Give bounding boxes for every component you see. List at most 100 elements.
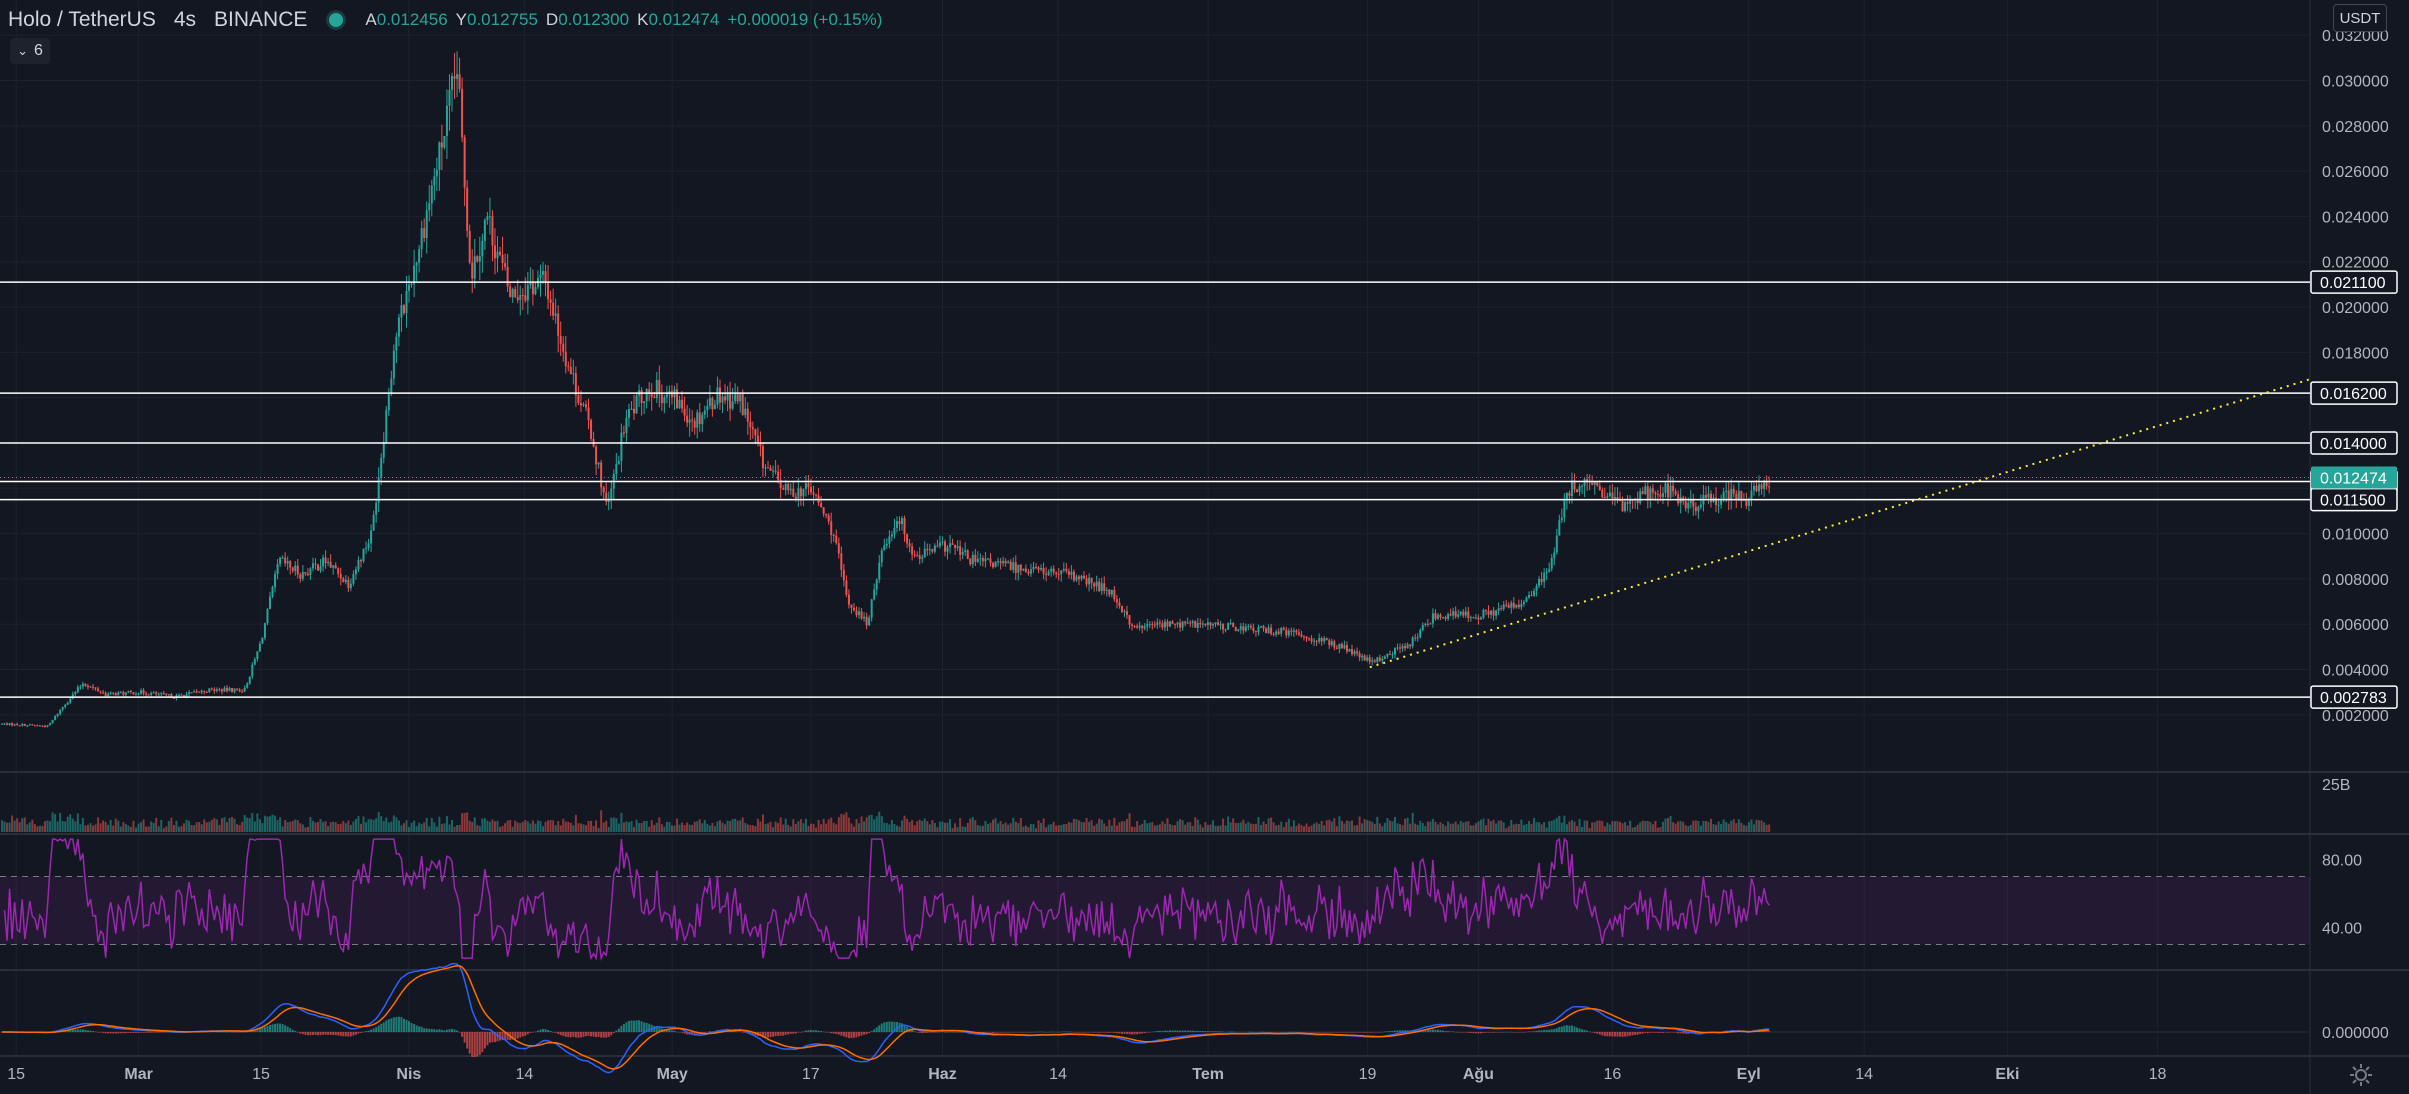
macd-hist-bar xyxy=(600,1032,603,1038)
candle xyxy=(906,534,909,544)
symbol-name[interactable]: Holo / TetherUS xyxy=(8,8,156,31)
volume-bar xyxy=(145,826,148,832)
candle xyxy=(1153,624,1156,626)
macd-hist-bar xyxy=(835,1032,838,1035)
macd-hist-bar xyxy=(253,1029,256,1032)
volume-bar xyxy=(1447,821,1450,832)
macd-hist-bar xyxy=(390,1018,393,1032)
volume-bar xyxy=(509,820,512,832)
volume-bar xyxy=(1717,821,1720,832)
open-value: 0.012456 xyxy=(376,10,448,29)
candle xyxy=(1110,589,1113,595)
macd-hist-bar xyxy=(1596,1032,1599,1034)
volume-bar xyxy=(976,825,979,832)
candle xyxy=(94,687,97,689)
last-price-text: 0.012474 xyxy=(2320,471,2387,488)
macd-hist-bar xyxy=(703,1032,706,1033)
macd-hist-bar xyxy=(559,1032,562,1036)
candle xyxy=(1730,488,1733,501)
time-tick-label: Tem xyxy=(1192,1066,1224,1083)
volume-bar xyxy=(577,823,580,832)
price-tick-label: 0.020000 xyxy=(2322,300,2389,317)
volume-bar xyxy=(1500,820,1503,832)
candle xyxy=(746,408,749,422)
candle xyxy=(463,137,466,188)
currency-button[interactable]: USDT xyxy=(2333,4,2387,32)
macd-hist-bar xyxy=(504,1032,507,1040)
macd-hist-bar xyxy=(76,1029,79,1032)
macd-hist-bar xyxy=(268,1024,271,1032)
timeframe-label[interactable]: 4s xyxy=(173,8,197,31)
candle xyxy=(1034,566,1037,568)
candle xyxy=(223,687,226,692)
candle xyxy=(1351,649,1354,655)
volume-bar xyxy=(1626,825,1629,832)
candle xyxy=(1444,617,1447,619)
candle xyxy=(1727,490,1730,501)
volume-bar xyxy=(724,824,727,832)
volume-bar xyxy=(890,820,893,832)
volume-bar xyxy=(172,825,175,832)
candle xyxy=(852,607,855,611)
macd-hist-bar xyxy=(246,1031,249,1033)
volume-bar xyxy=(1368,820,1371,832)
volume-bar xyxy=(193,825,196,832)
candle xyxy=(1396,647,1399,649)
macd-hist-bar xyxy=(1510,1031,1513,1033)
volume-bar xyxy=(1520,819,1523,832)
gear-icon[interactable] xyxy=(2346,1060,2376,1090)
volume-bar xyxy=(916,821,919,832)
candle xyxy=(943,541,946,552)
volume-bar xyxy=(137,823,140,832)
volume-bar xyxy=(114,818,117,832)
macd-hist-bar xyxy=(1363,1032,1366,1033)
macd-hist-bar xyxy=(567,1032,570,1038)
volume-bar xyxy=(665,821,668,832)
macd-hist-bar xyxy=(400,1017,403,1032)
volume-bar xyxy=(799,819,802,832)
volume-bar xyxy=(1558,815,1561,832)
volume-bar xyxy=(1462,822,1465,832)
candle xyxy=(276,564,279,575)
candle xyxy=(1656,493,1659,495)
candle xyxy=(241,691,244,693)
macd-hist-bar xyxy=(104,1032,107,1034)
volume-bar xyxy=(1386,818,1389,832)
volume-bar xyxy=(645,820,648,832)
volume-bar xyxy=(650,820,653,832)
volume-bar xyxy=(1732,819,1735,832)
volume-bar xyxy=(337,824,340,832)
volume-bar xyxy=(1229,822,1232,832)
macd-hist-bar xyxy=(807,1030,810,1032)
candle xyxy=(365,548,368,550)
candle xyxy=(681,399,684,409)
candle xyxy=(428,203,431,211)
candle xyxy=(676,389,679,409)
indicators-toggle-button[interactable]: ⌄ 6 xyxy=(10,38,50,64)
candle xyxy=(531,283,534,295)
macd-hist-bar xyxy=(549,1030,552,1032)
macd-hist-bar xyxy=(1199,1030,1202,1032)
candle xyxy=(21,724,24,726)
volume-bar xyxy=(1704,820,1707,832)
candle xyxy=(1694,506,1697,512)
candle xyxy=(1174,623,1177,625)
macd-hist-bar xyxy=(1138,1032,1141,1034)
candle xyxy=(400,305,403,318)
candle xyxy=(1252,627,1255,632)
volume-bar xyxy=(1259,825,1262,832)
volume-bar xyxy=(638,823,641,832)
macd-hist-bar xyxy=(1667,1032,1670,1033)
macd-hist-bar xyxy=(1237,1032,1240,1033)
candle xyxy=(1186,622,1189,624)
price-tick-label: 0.024000 xyxy=(2322,209,2389,226)
candle xyxy=(1613,497,1616,499)
candle xyxy=(1214,622,1217,625)
volume-bar xyxy=(1674,823,1677,832)
macd-hist-bar xyxy=(1641,1032,1644,1034)
candle xyxy=(703,410,706,415)
macd-hist-bar xyxy=(883,1022,886,1032)
volume-bar xyxy=(1707,821,1710,832)
macd-hist-bar xyxy=(1330,1032,1333,1033)
